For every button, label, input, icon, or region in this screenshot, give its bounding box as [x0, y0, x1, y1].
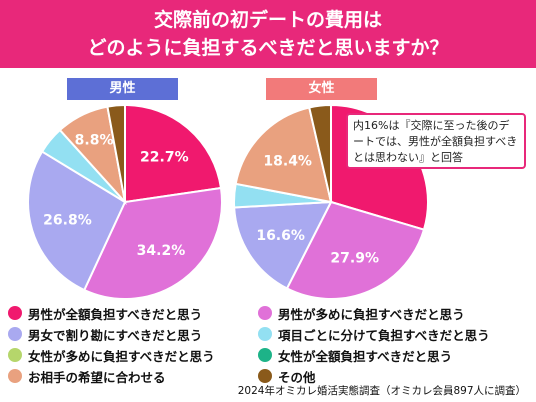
- legend-swatch: [258, 369, 272, 383]
- female-callout-note: 内16%は『交際に至った後のデートでは、男性が全額負担すべきとは思わない』と回答: [346, 113, 526, 169]
- legend-label: 項目ごとに分けて負担すべきだと思う: [278, 327, 490, 343]
- legend-item: 男性が全額負担すべきだと思う: [8, 303, 202, 323]
- title-banner: 交際前の初デートの費用は どのように負担するべきだと思いますか？: [0, 0, 536, 68]
- legend-label: 女性が全額負担すべきだと思う: [278, 348, 453, 364]
- male-chart-tag: 男性: [67, 78, 178, 100]
- pie-1-slice-2: [233, 200, 333, 290]
- legend-item: 男性が多めに負担すべきだと思う: [258, 303, 465, 323]
- pie-1-slice-5: [308, 103, 332, 203]
- legend-label: 男性が全額負担すべきだと思う: [28, 306, 203, 322]
- pie-1-slice-1-label: 27.9%: [330, 250, 379, 266]
- legend-item: 女性が多めに負担すべきだと思う: [8, 345, 215, 365]
- title-line-2: どのように負担するべきだと思いますか？: [87, 37, 449, 59]
- pie-0-slice-4-label: 8.8%: [75, 132, 114, 148]
- pie-1-slice-1: [285, 200, 426, 300]
- title-line-1: 交際前の初デートの費用は: [153, 9, 382, 31]
- legend-item: その他: [258, 366, 316, 386]
- legend-label: 女性が多めに負担すべきだと思う: [28, 348, 215, 364]
- pie-0-slice-2-label: 26.8%: [43, 213, 92, 229]
- pie-1-slice-4-label: 18.4%: [263, 153, 312, 169]
- pie-1-slice-4: [234, 106, 333, 204]
- legend-label: 男性が多めに負担すべきだと思う: [278, 306, 465, 322]
- legend-label: その他: [278, 369, 316, 385]
- legend-label: お相手の希望に合わせる: [28, 369, 166, 385]
- legend-swatch: [258, 327, 272, 341]
- female-chart-tag: 女性: [266, 78, 377, 100]
- pie-0-slice-0-label: 22.7%: [140, 150, 189, 166]
- legend-swatch: [8, 327, 22, 341]
- legend-item: 女性が全額負担すべきだと思う: [258, 345, 452, 365]
- pie-0-slice-0: [124, 103, 223, 204]
- legend-swatch: [8, 348, 22, 362]
- legend-item: 男女で割り勘にすべきだと思う: [8, 324, 202, 344]
- legend-swatch: [258, 306, 272, 320]
- pie-0-slice-2: [27, 150, 127, 292]
- pie-0-slice-5: [106, 103, 126, 203]
- pie-1-slice-2-label: 16.6%: [256, 228, 305, 244]
- legend-item: 項目ごとに分けて負担すべきだと思う: [258, 324, 490, 344]
- pie-0-slice-1-label: 34.2%: [137, 243, 186, 259]
- legend-swatch: [8, 369, 22, 383]
- source-note: 2024年オミカレ婚活実態調査（オミカレ会員897人に調査）: [237, 385, 526, 397]
- legend-swatch: [258, 348, 272, 362]
- legend-label: 男女で割り勘にすべきだと思う: [28, 327, 203, 343]
- legend-item: お相手の希望に合わせる: [8, 366, 166, 386]
- legend-swatch: [8, 306, 22, 320]
